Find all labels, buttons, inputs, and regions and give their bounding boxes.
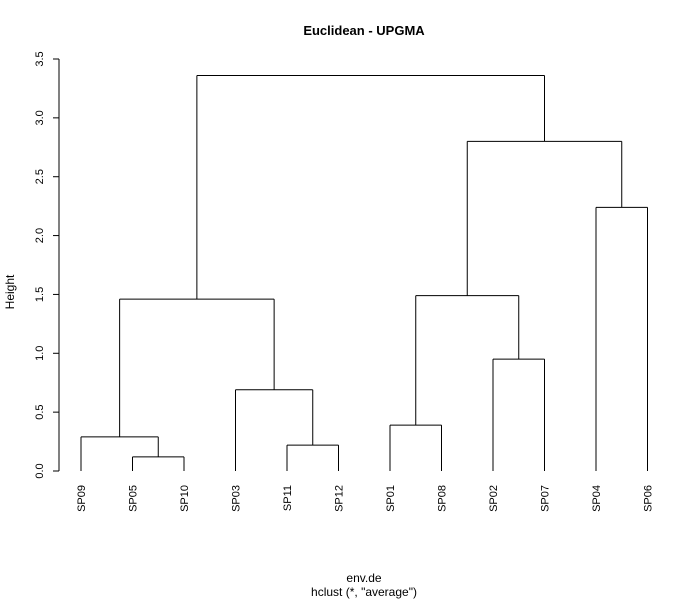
x-axis-label: env.de (346, 571, 381, 585)
y-tick-label: 0.5 (34, 404, 46, 419)
leaf-label: SP11 (282, 485, 294, 511)
leaf-label: SP05 (128, 485, 140, 512)
leaf-label: SP08 (437, 485, 449, 512)
leaf-label: SP07 (540, 485, 552, 512)
leaf-label: SP12 (334, 485, 346, 512)
leaf-label: SP02 (488, 485, 500, 512)
method-sublabel: hclust (*, "average") (311, 585, 417, 599)
leaf-label: SP04 (591, 485, 603, 512)
leaf-label: SP06 (643, 485, 655, 512)
y-tick-label: 2.0 (34, 228, 46, 243)
y-axis-label: Height (3, 274, 17, 309)
y-axis: 0.0 0.5 1.0 1.5 2.0 2.5 3.0 3.5 (34, 51, 60, 479)
leaf-labels: SP09 SP05 SP10 SP03 SP11 SP12 SP01 SP08 SP02 SP07… (76, 485, 655, 512)
y-tick-label: 1.5 (34, 287, 46, 302)
leaf-label: SP09 (76, 485, 88, 512)
leaf-label: SP03 (231, 485, 243, 512)
y-tick-label: 2.5 (34, 169, 46, 184)
leaf-label: SP10 (179, 485, 191, 512)
dendrogram-branches (80, 74, 648, 471)
y-tick-label: 3.0 (34, 110, 46, 125)
y-tick-label: 3.5 (34, 51, 46, 66)
y-tick-label: 1.0 (34, 346, 46, 361)
leaf-label: SP01 (385, 485, 397, 512)
y-tick-label: 0.0 (34, 463, 46, 478)
chart-title: Euclidean - UPGMA (303, 23, 425, 38)
